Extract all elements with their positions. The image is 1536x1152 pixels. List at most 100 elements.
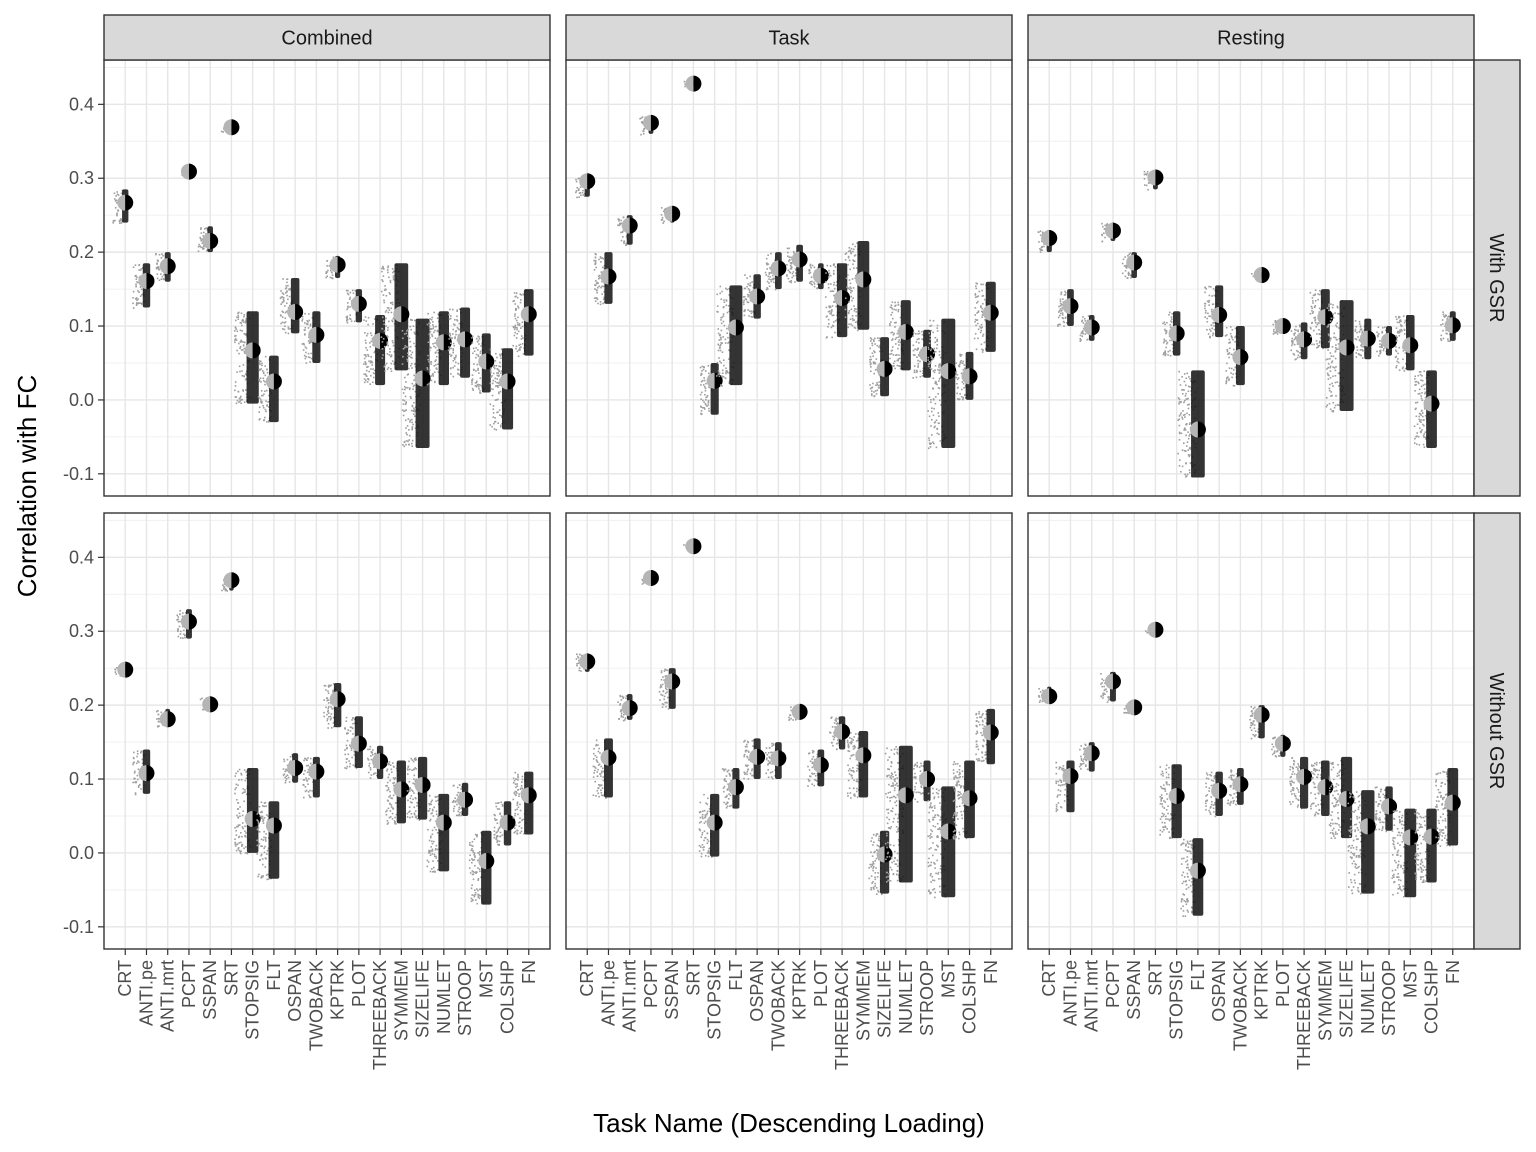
sample-point — [1060, 291, 1063, 294]
sample-point — [408, 789, 411, 792]
sample-point — [283, 328, 286, 331]
sample-point — [764, 271, 767, 274]
sample-point — [893, 332, 896, 335]
sample-point — [394, 816, 396, 819]
sample-point — [700, 398, 702, 400]
sample-point — [390, 806, 393, 808]
sample-point — [919, 360, 921, 363]
sample-point — [138, 264, 140, 267]
sample-point — [850, 287, 852, 290]
sample-point — [928, 396, 931, 398]
point-estimate-left — [706, 372, 715, 389]
sample-point — [1449, 340, 1451, 343]
sample-point — [242, 827, 244, 830]
sample-point — [403, 440, 406, 443]
sample-point — [327, 727, 329, 729]
sample-point — [332, 256, 335, 259]
sample-point — [243, 800, 245, 803]
sample-point — [136, 774, 139, 777]
sample-point — [1125, 267, 1128, 269]
point-estimate-left — [1359, 330, 1368, 347]
sample-point — [264, 383, 266, 386]
sample-point — [428, 849, 430, 852]
sample-point — [432, 342, 434, 345]
sample-point — [390, 367, 392, 370]
sample-point — [245, 333, 248, 335]
sample-point — [405, 332, 408, 335]
sample-point — [707, 402, 710, 404]
point-estimate-right — [650, 114, 659, 131]
point-estimate-right — [210, 233, 219, 250]
sample-point — [929, 319, 931, 322]
sample-point — [455, 333, 457, 336]
sample-point — [404, 409, 407, 412]
sample-point — [471, 379, 474, 382]
sample-point — [1228, 379, 1230, 382]
sample-point — [382, 265, 384, 268]
data-point-NUMLET — [889, 300, 914, 371]
sample-point — [496, 411, 498, 414]
sample-point — [450, 355, 452, 358]
sample-point — [1398, 346, 1401, 349]
sample-point — [389, 790, 391, 793]
sample-point — [138, 291, 140, 294]
sample-point — [932, 388, 935, 390]
sample-point — [1311, 297, 1314, 299]
sample-point — [433, 870, 436, 873]
sample-point — [827, 310, 830, 313]
sample-point — [890, 304, 893, 307]
sample-point — [349, 730, 352, 732]
sample-point — [323, 699, 325, 701]
data-point-PCPT — [180, 163, 197, 180]
sample-point — [962, 398, 964, 401]
sample-point — [238, 842, 240, 844]
sample-point — [598, 258, 600, 261]
sample-point — [1417, 381, 1420, 384]
sample-point — [811, 284, 814, 286]
sample-point — [234, 337, 237, 340]
sample-point — [749, 282, 752, 284]
sample-point — [1416, 435, 1418, 437]
sample-point — [409, 797, 412, 800]
sample-point — [431, 812, 433, 814]
sample-point — [891, 331, 894, 334]
sample-point — [265, 389, 268, 392]
sample-point — [830, 313, 832, 315]
sample-point — [389, 764, 392, 766]
sample-point — [514, 313, 516, 315]
sample-point — [853, 319, 855, 321]
sample-point — [1361, 348, 1364, 351]
sample-point — [596, 298, 599, 301]
sample-point — [242, 390, 245, 392]
sample-point — [930, 398, 932, 401]
sample-point — [980, 323, 983, 326]
sample-point — [963, 386, 965, 389]
sample-point — [394, 822, 396, 825]
sample-point — [240, 772, 242, 775]
sample-point — [1059, 305, 1062, 307]
sample-point — [263, 817, 266, 819]
sample-point — [1081, 319, 1084, 322]
sample-point — [409, 787, 412, 790]
sample-point — [932, 377, 935, 380]
sample-point — [472, 859, 474, 861]
data-point-SYMMEM — [844, 241, 872, 332]
sample-point — [1167, 350, 1170, 353]
sample-point — [283, 760, 286, 763]
sample-point — [403, 333, 406, 335]
sample-point — [234, 319, 237, 322]
sample-point — [1332, 410, 1334, 413]
sample-point — [720, 322, 723, 325]
sample-point — [429, 852, 431, 854]
sample-point — [284, 779, 287, 782]
sample-point — [391, 797, 394, 800]
sample-point — [401, 409, 404, 411]
sample-point — [116, 212, 118, 215]
sample-point — [237, 825, 239, 828]
sample-point — [178, 625, 181, 628]
sample-point — [1186, 441, 1189, 443]
sample-point — [786, 275, 788, 277]
sample-point — [719, 346, 721, 349]
sample-point — [263, 393, 265, 396]
sample-point — [597, 302, 599, 305]
